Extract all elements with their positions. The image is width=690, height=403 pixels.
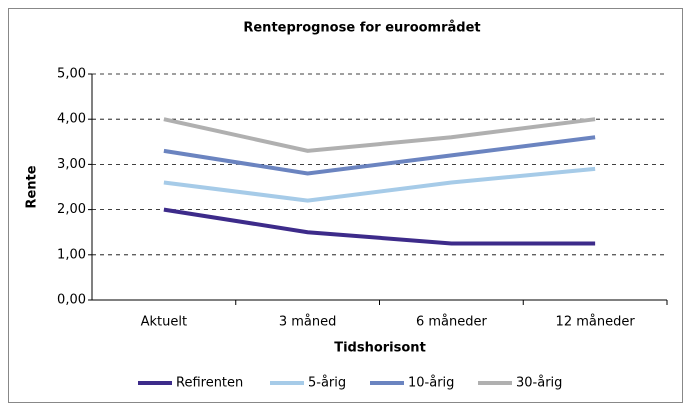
x-tick-label: Aktuelt <box>141 315 187 330</box>
chart-border <box>8 8 683 403</box>
y-tick-label: 4,00 <box>57 112 86 127</box>
line <box>163 135 596 176</box>
line <box>163 207 596 246</box>
legend-label: 10-årig <box>408 376 454 391</box>
x-tick-label: 12 måneder <box>556 315 636 330</box>
x-axis-label: Tidshorisont <box>334 341 426 356</box>
y-tick-label: 5,00 <box>57 67 86 82</box>
legend-label: 5-årig <box>308 376 346 391</box>
x-tick-label: 3 måned <box>279 315 337 330</box>
y-axis-label: Rente <box>25 165 40 208</box>
legend-label: 30-årig <box>516 376 562 391</box>
y-tick-label: 1,00 <box>57 247 86 262</box>
line <box>163 166 596 203</box>
y-tick-label: 0,00 <box>57 293 86 308</box>
line <box>163 117 596 153</box>
legend-label: Refirenten <box>176 376 243 391</box>
x-tick-label: 6 måneder <box>416 315 488 330</box>
y-tick-label: 2,00 <box>57 202 86 217</box>
chart-title: Renteprognose for euroområdet <box>243 21 480 36</box>
y-tick-label: 3,00 <box>57 157 86 172</box>
